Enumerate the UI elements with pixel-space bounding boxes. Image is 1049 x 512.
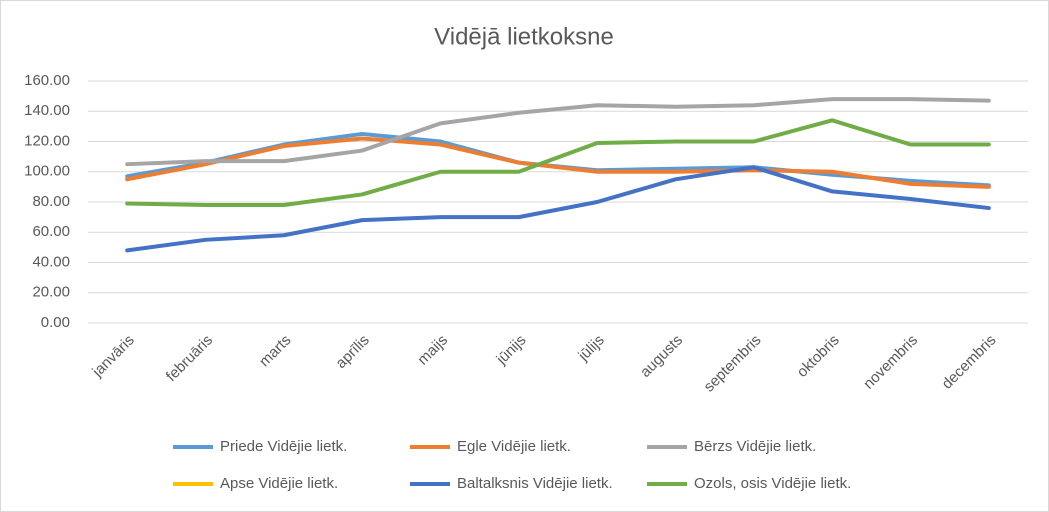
y-tick-label: 0.00: [41, 314, 70, 331]
legend-label: Ozols, osis Vidējie lietk.: [694, 475, 851, 492]
y-tick-label: 40.00: [32, 253, 70, 270]
legend-label: Bērzs Vidējie lietk.: [694, 438, 816, 455]
y-tick-label: 100.00: [24, 163, 70, 180]
series-line: [125, 136, 991, 189]
y-tick-label: 80.00: [32, 193, 70, 210]
chart-title: Vidējā lietkoksne: [434, 23, 614, 50]
y-tick-label: 60.00: [32, 223, 70, 240]
y-tick-label: 20.00: [32, 284, 70, 301]
y-tick-label: 160.00: [24, 72, 70, 89]
legend-label: Priede Vidējie lietk.: [220, 438, 347, 455]
series-line: [125, 165, 991, 253]
legend-label: Baltalksnis Vidējie lietk.: [457, 475, 613, 492]
legend-label: Egle Vidējie lietk.: [457, 438, 571, 455]
series-line: [125, 118, 991, 208]
legend-label: Apse Vidējie lietk.: [220, 475, 338, 492]
y-tick-label: 120.00: [24, 132, 70, 149]
series-line: [125, 97, 991, 167]
y-tick-label: 140.00: [24, 102, 70, 119]
